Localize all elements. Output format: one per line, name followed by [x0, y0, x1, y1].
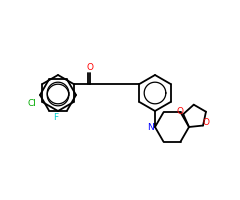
Text: O: O: [86, 64, 93, 72]
Text: O: O: [177, 107, 184, 116]
Text: F: F: [54, 114, 59, 122]
Text: Cl: Cl: [28, 99, 37, 108]
Text: N: N: [148, 122, 154, 132]
Text: O: O: [203, 118, 210, 127]
